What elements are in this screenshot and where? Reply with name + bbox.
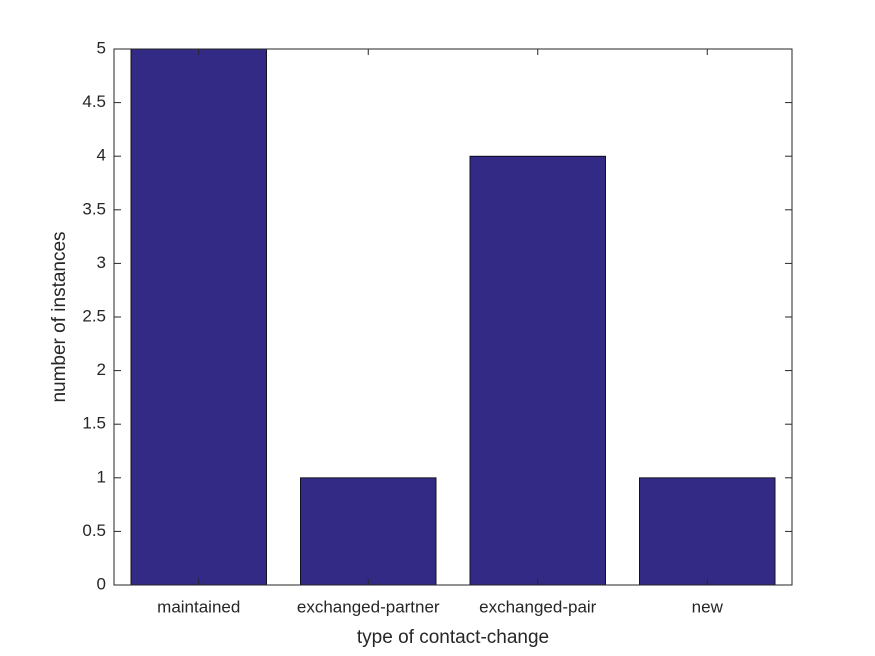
- y-tick-label: 1.5: [82, 414, 106, 433]
- y-tick-label: 0: [97, 574, 106, 593]
- x-tick-label: maintained: [157, 597, 240, 616]
- bar: [130, 48, 267, 586]
- y-tick-label: 3: [97, 253, 106, 272]
- y-tick-label: 2.5: [82, 306, 106, 325]
- y-tick-label: 5: [97, 38, 106, 57]
- bar: [469, 155, 606, 586]
- y-tick-label: 3.5: [82, 199, 106, 218]
- y-tick-label: 1: [97, 467, 106, 486]
- y-tick-label: 2: [97, 360, 106, 379]
- bar: [639, 477, 776, 586]
- y-tick-label: 0.5: [82, 521, 106, 540]
- axes-box: [113, 48, 793, 586]
- x-tick-label: exchanged-partner: [297, 597, 440, 616]
- y-tick-label: 4.5: [82, 92, 106, 111]
- bar: [300, 477, 437, 586]
- x-axis-label: type of contact-change: [357, 627, 549, 648]
- x-tick-label: new: [692, 597, 724, 616]
- x-tick-label: exchanged-pair: [479, 597, 597, 616]
- y-axis-label: number of instances: [49, 231, 70, 402]
- y-tick-label: 4: [97, 146, 106, 165]
